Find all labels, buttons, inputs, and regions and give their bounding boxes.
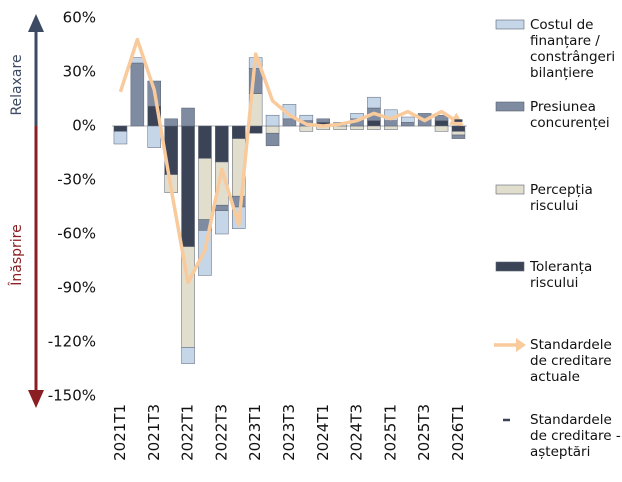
legend-label: Standardele de creditare actuale xyxy=(530,337,612,385)
bar xyxy=(451,134,466,139)
up-arrow-head xyxy=(28,14,44,32)
x-tick-label: 2024T1 xyxy=(314,404,332,461)
bar xyxy=(265,125,280,134)
bar xyxy=(434,120,449,127)
x-tick-label: 2023T1 xyxy=(246,404,264,461)
legend-label: Presiunea concurenței xyxy=(530,99,610,131)
legend-swatch xyxy=(495,184,525,195)
bar xyxy=(367,96,381,109)
bar xyxy=(181,107,195,127)
y-tick-label: -90% xyxy=(57,279,96,297)
x-tick-label: 2024T3 xyxy=(348,404,366,461)
bar xyxy=(215,125,229,163)
bar xyxy=(434,125,449,132)
bar xyxy=(384,120,398,127)
legend-swatch xyxy=(495,19,525,30)
bar xyxy=(215,210,229,235)
bar xyxy=(113,125,128,132)
bar xyxy=(130,62,145,127)
bar xyxy=(451,125,466,132)
x-tick-label: 2021T3 xyxy=(145,404,163,461)
bar xyxy=(147,125,161,148)
bar xyxy=(350,125,364,130)
bar xyxy=(401,116,415,123)
bar xyxy=(367,120,381,127)
legend-label: Costul de finanțare / constrângeri bilan… xyxy=(530,17,616,81)
bar xyxy=(164,118,178,127)
y-tick-label: 0% xyxy=(72,117,96,135)
bar xyxy=(434,114,449,121)
bar xyxy=(198,158,212,220)
x-tick-label: 2025T1 xyxy=(381,404,399,461)
y-tick-label: -150% xyxy=(48,387,96,405)
line xyxy=(118,37,465,285)
y-tick-label: -120% xyxy=(48,333,96,351)
x-tick-label: 2021T1 xyxy=(111,404,129,461)
legend-label: Standardele de creditare - așteptări xyxy=(530,412,621,460)
y-tick-label: -60% xyxy=(57,225,96,243)
bar xyxy=(282,118,297,127)
legend-label: Toleranța riscului xyxy=(530,259,593,291)
bar xyxy=(215,204,229,211)
y-tick-label: 30% xyxy=(63,63,96,81)
x-tick-label: 2023T3 xyxy=(280,404,298,461)
bar xyxy=(181,347,195,364)
bar xyxy=(299,125,314,132)
legend-swatch xyxy=(495,101,525,112)
bar xyxy=(113,131,128,145)
x-tick-label: 2022T1 xyxy=(179,404,197,461)
bar xyxy=(299,114,314,121)
bar xyxy=(248,125,263,134)
bar xyxy=(232,125,246,139)
legend-swatch xyxy=(495,261,525,272)
bar xyxy=(384,125,398,130)
down-arrow-head xyxy=(28,390,44,408)
bar xyxy=(181,125,195,247)
bar xyxy=(198,125,212,159)
x-tick-label: 2022T3 xyxy=(212,404,230,461)
bar xyxy=(367,125,381,130)
bar xyxy=(401,122,415,127)
down-label: Înăsprire xyxy=(7,224,25,286)
x-tick-label: 2026T1 xyxy=(449,404,467,461)
bar xyxy=(451,131,466,136)
x-tick-label: 2025T3 xyxy=(415,404,433,461)
y-tick-label: -30% xyxy=(57,171,96,189)
legend-label: Percepția riscului xyxy=(530,182,593,214)
y-tick-label: 60% xyxy=(63,9,96,27)
legend-swatch xyxy=(516,338,526,352)
up-label: Relaxare xyxy=(9,54,25,115)
bar xyxy=(265,114,280,127)
bar xyxy=(333,125,347,130)
bar xyxy=(316,118,330,123)
bar xyxy=(265,132,280,147)
